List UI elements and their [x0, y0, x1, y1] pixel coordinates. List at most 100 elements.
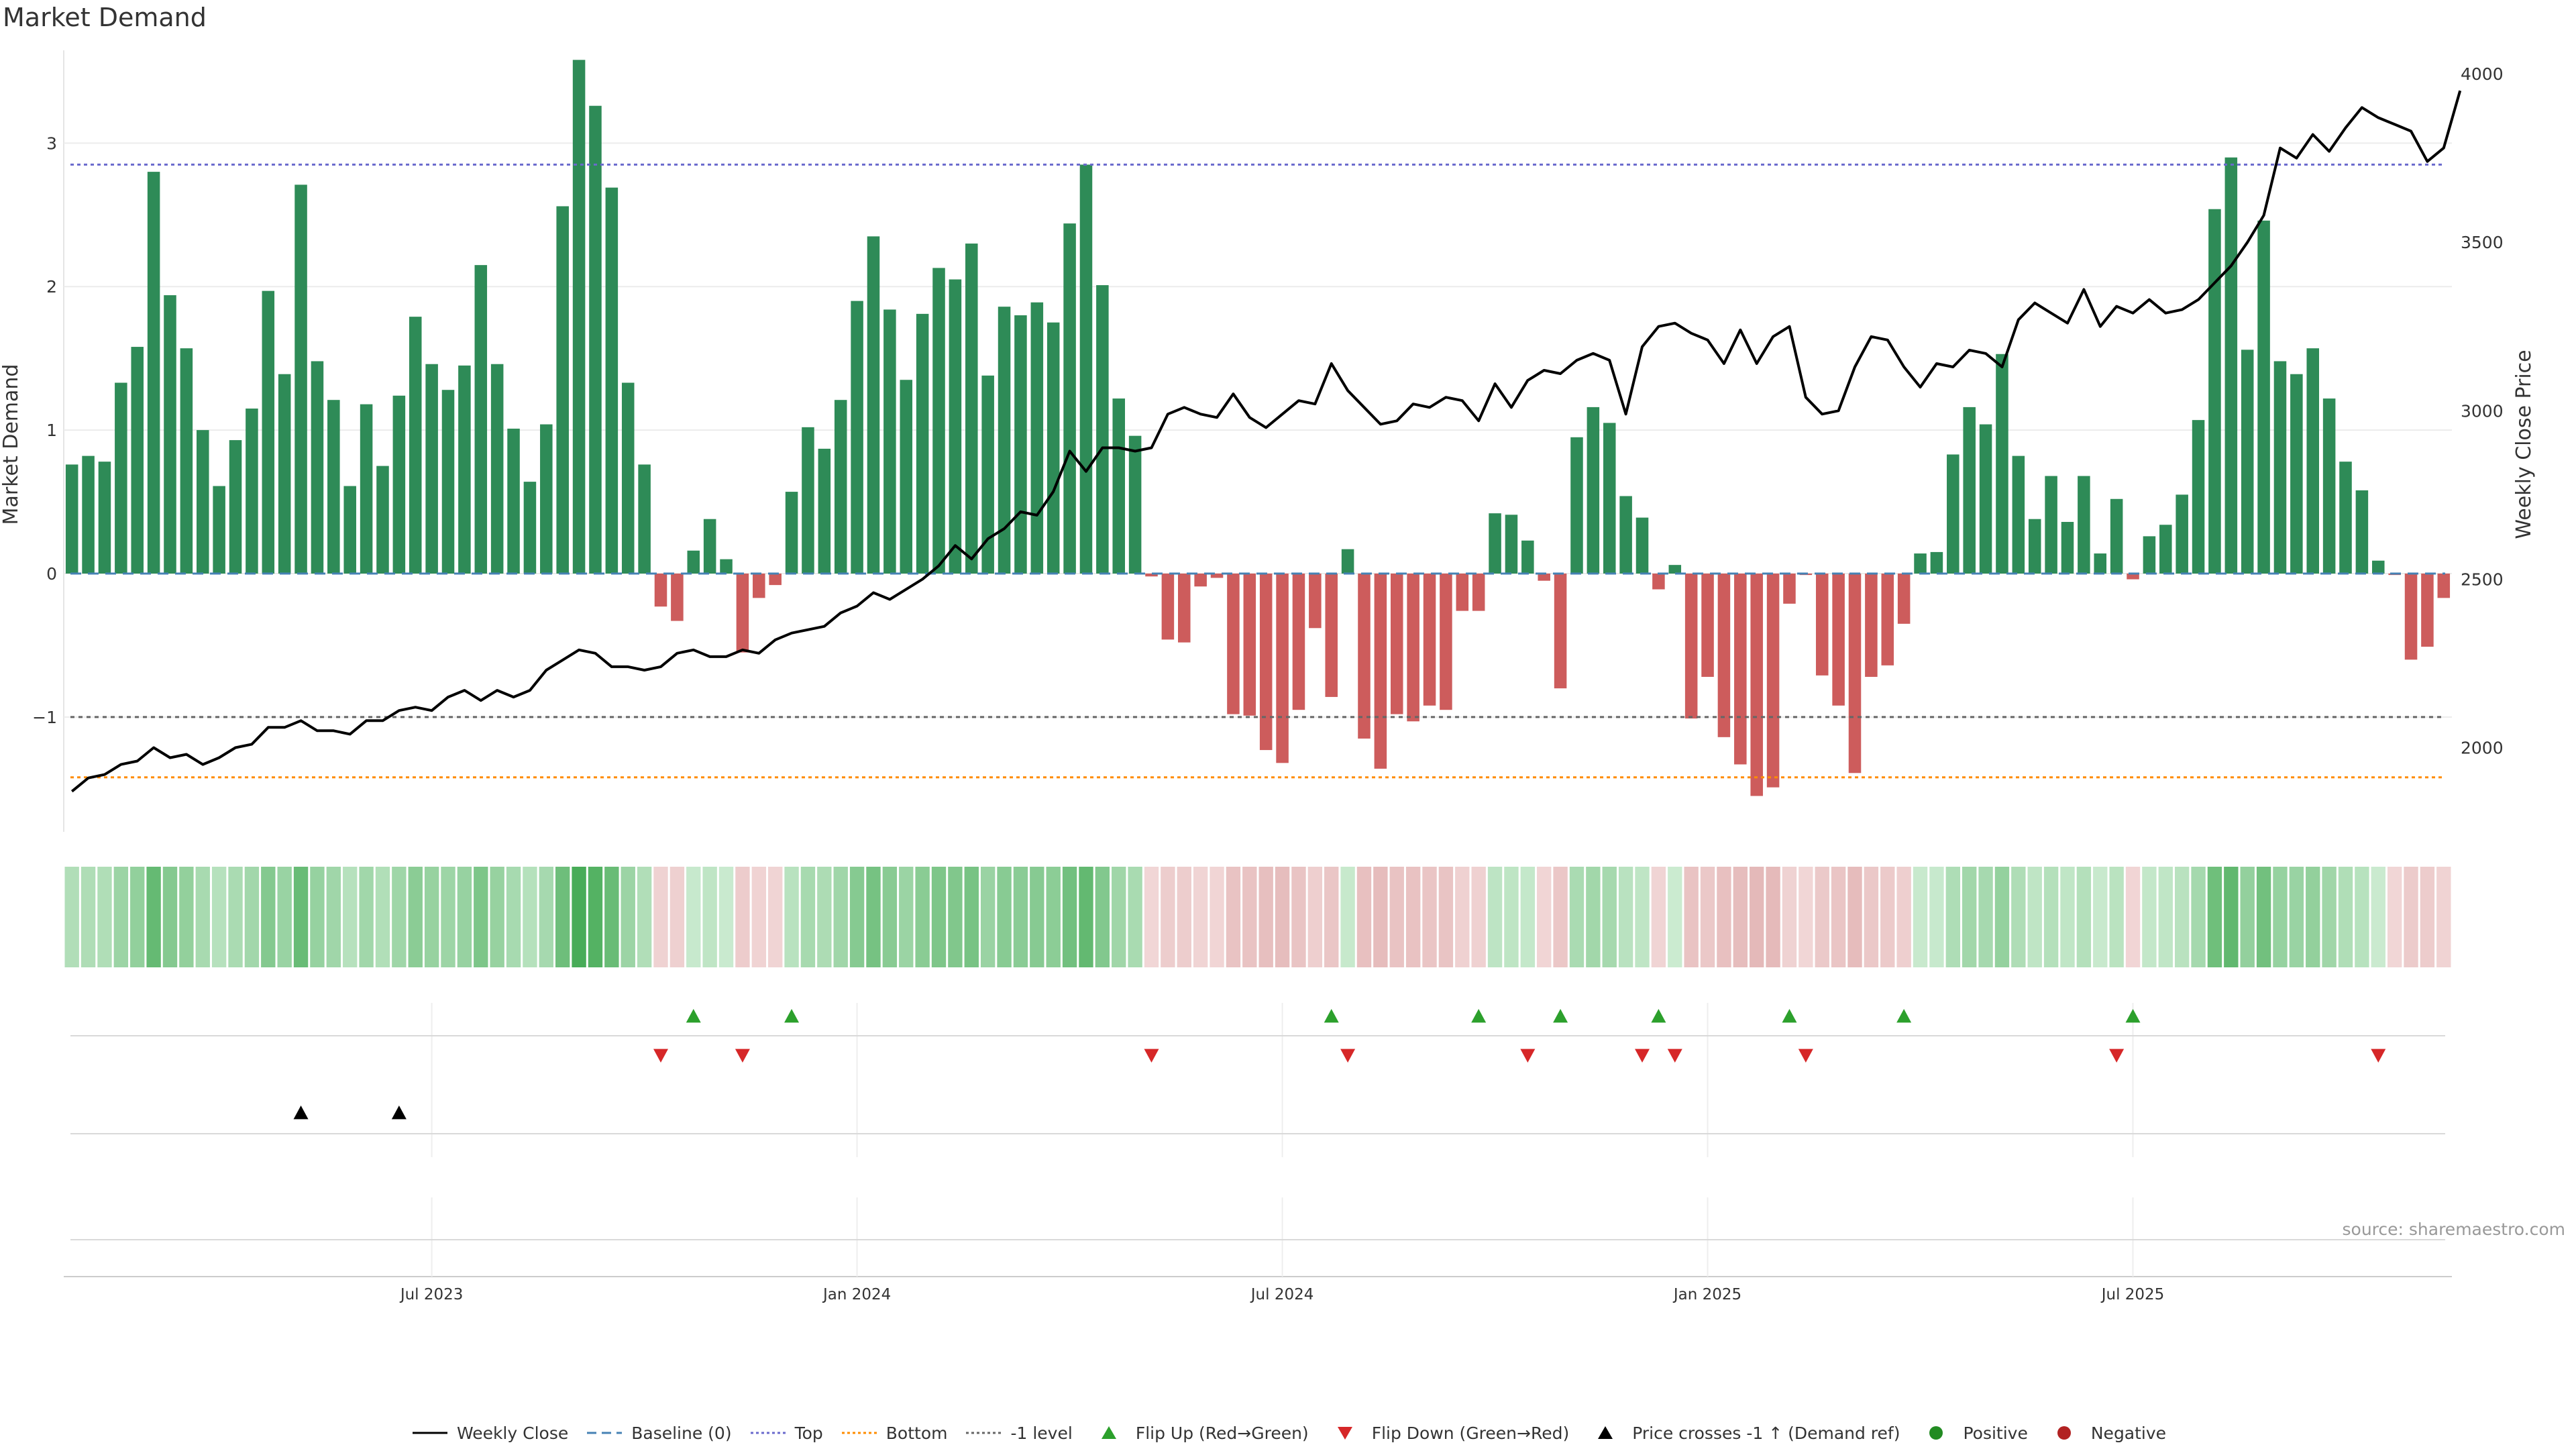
heat-cell [2142, 867, 2157, 967]
heat-cell [1766, 867, 1780, 967]
price-cross-marker [293, 1106, 309, 1120]
y2-tick-label: 3500 [2461, 233, 2504, 252]
demand-bar [753, 574, 765, 598]
flip-down-marker [1667, 1049, 1682, 1063]
heat-cell [2043, 867, 2059, 967]
heat-cell [931, 867, 947, 967]
demand-bar [900, 380, 913, 574]
heat-cell [2224, 867, 2239, 967]
demand-bar [2208, 209, 2221, 574]
demand-bar [2290, 374, 2303, 574]
heat-cell [392, 867, 407, 967]
legend-label: Baseline (0) [631, 1423, 732, 1443]
heat-cell [555, 867, 570, 967]
heat-cell [343, 867, 358, 967]
demand-bar [2437, 574, 2451, 598]
demand-bar [1407, 574, 1419, 722]
demand-bar [1276, 574, 1289, 763]
x-tick-label: Jul 2023 [399, 1286, 464, 1303]
heat-cell [1602, 867, 1617, 967]
legend-swatch [1929, 1426, 1943, 1440]
demand-bar [1701, 574, 1714, 677]
heat-cell [1717, 867, 1731, 967]
demand-bar [1832, 574, 1845, 706]
demand-bar [981, 375, 994, 574]
flip-up-marker [1651, 1009, 1666, 1023]
heat-cell [1373, 867, 1388, 967]
demand-bar [2257, 220, 2270, 574]
demand-bar [1046, 322, 1060, 574]
legend-swatch [587, 1432, 623, 1434]
heat-cell [866, 867, 881, 967]
legend-label: Price crosses -1 ↑ (Demand ref) [1632, 1423, 1900, 1443]
flip-down-marker [1798, 1049, 1813, 1063]
legend-label: Positive [1963, 1423, 2028, 1443]
heat-cell [211, 867, 227, 967]
y-tick-label: 0 [46, 564, 57, 584]
demand-bar [392, 395, 406, 574]
heat-cell [1847, 867, 1862, 967]
heat-cell [899, 867, 914, 967]
heat-cell [1913, 867, 1928, 967]
heat-cell [1455, 867, 1470, 967]
demand-bar [572, 60, 586, 574]
legend-item: Price crosses -1 ↑ (Demand ref) [1585, 1423, 1900, 1443]
y2-tick-label: 3000 [2461, 401, 2504, 421]
demand-bar [1717, 574, 1731, 737]
demand-bar [98, 462, 111, 574]
heat-cell [1520, 867, 1536, 967]
heat-cell [1177, 867, 1191, 967]
demand-bar [1145, 574, 1158, 577]
legend-item: Flip Up (Red→Green) [1089, 1423, 1309, 1443]
heat-cell [2387, 867, 2402, 967]
heat-cell [375, 867, 390, 967]
heat-cell [1487, 867, 1503, 967]
demand-bar [589, 105, 602, 574]
demand-bar [1603, 423, 1616, 574]
heat-cell [1340, 867, 1355, 967]
heat-cell [1389, 867, 1404, 967]
legend-swatch [1337, 1427, 1352, 1440]
heat-cell [1438, 867, 1454, 967]
demand-bar [1014, 315, 1027, 574]
heat-cell [1356, 867, 1372, 967]
demand-bar [294, 184, 307, 574]
demand-bar [703, 519, 716, 574]
y2-tick-label: 4000 [2461, 64, 2504, 84]
weekly-close-line [70, 90, 2462, 793]
demand-bar [1930, 551, 1943, 574]
heat-cell [1324, 867, 1339, 967]
demand-bar [458, 365, 471, 574]
heat-cell [80, 867, 96, 967]
demand-bar [115, 382, 127, 574]
demand-bar [1652, 574, 1665, 590]
demand-bar [1472, 574, 1485, 611]
heat-cell [490, 867, 504, 967]
demand-bar [1766, 574, 1780, 788]
heat-cell [1079, 867, 1093, 967]
heat-cell [1733, 867, 1748, 967]
legend-label: Top [794, 1423, 823, 1443]
y-tick-label: 3 [46, 133, 57, 153]
demand-bar [229, 440, 242, 574]
heat-cell [457, 867, 472, 967]
legend-label: Negative [2090, 1423, 2167, 1443]
heat-cell [1880, 867, 1895, 967]
y-tick-label: −1 [32, 708, 57, 727]
heat-cell [1275, 867, 1290, 967]
demand-bar [1815, 574, 1829, 676]
demand-bar [1178, 574, 1191, 643]
y-tick-label: 1 [46, 421, 57, 440]
demand-bar [851, 301, 863, 574]
demand-bar [82, 455, 95, 574]
demand-bar [1489, 513, 1501, 574]
heat-cell [2093, 867, 2108, 967]
heat-cell [2420, 867, 2435, 967]
demand-bar [2192, 420, 2205, 574]
heat-cell [1569, 867, 1585, 967]
demand-bar [932, 268, 945, 574]
demand-bar [1063, 223, 1076, 574]
flip-up-marker [784, 1009, 800, 1023]
demand-bar [65, 464, 78, 574]
demand-bar [1374, 574, 1387, 769]
